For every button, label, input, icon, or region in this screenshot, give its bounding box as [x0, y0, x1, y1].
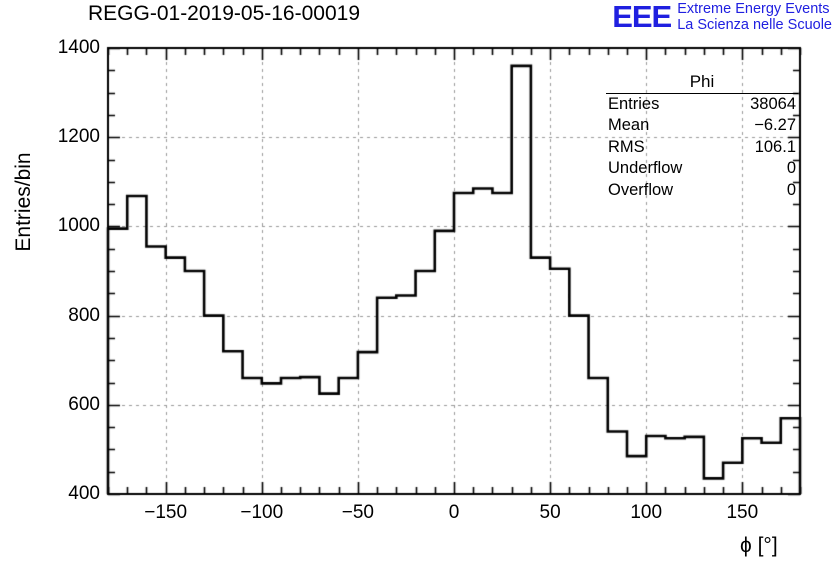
- eee-logo: EEE Extreme Energy Events La Scienza nel…: [612, 0, 832, 35]
- stats-row-key: Underflow: [608, 159, 683, 178]
- eee-logo-line1: Extreme Energy Events: [677, 1, 830, 17]
- eee-logo-text: Extreme Energy Events La Scienza nelle S…: [677, 1, 832, 33]
- y-tick-label: 800: [68, 304, 100, 326]
- x-tick-label: 100: [630, 502, 663, 523]
- stats-row: RMS 106.1: [606, 137, 798, 158]
- stats-row-value: −6.27: [754, 116, 796, 135]
- y-axis-title: Entries/bin: [12, 152, 35, 252]
- stats-row: Mean −6.27: [606, 115, 798, 136]
- x-tick-label: −100: [240, 502, 284, 523]
- y-tick-label: 400: [68, 483, 100, 504]
- stats-box-rows: Entries 38064 Mean −6.27 RMS 106.1 Underflow 0 O…: [606, 94, 798, 201]
- stats-row-key: Mean: [608, 116, 650, 135]
- stats-row: Overflow 0: [606, 180, 798, 201]
- stats-row-key: Entries: [608, 95, 660, 113]
- x-tick-label: 50: [539, 502, 561, 523]
- stats-row-value: 106.1: [754, 137, 796, 156]
- eee-logo-mark: EEE: [612, 0, 672, 35]
- stats-row-key: RMS: [608, 137, 645, 156]
- x-tick-label: −150: [144, 502, 188, 523]
- page-title: REGG-01-2019-05-16-00019: [88, 2, 360, 25]
- stats-row-value: 0: [786, 159, 796, 178]
- stats-row-value: 38064: [750, 95, 796, 113]
- stats-box: Phi Entries 38064 Mean −6.27 RMS 106.1 Underfl…: [606, 72, 798, 201]
- stats-row: Underflow 0: [606, 158, 798, 179]
- stats-row: Entries 38064: [606, 94, 798, 115]
- stats-box-title: Phi: [606, 72, 798, 94]
- x-tick-label: 150: [726, 502, 759, 523]
- y-tick-label: 1400: [57, 37, 100, 58]
- y-tick-label: 1200: [57, 126, 100, 148]
- stats-row-key: Overflow: [608, 180, 674, 199]
- x-axis-title: ϕ [°]: [740, 534, 778, 557]
- y-tick-label: 1000: [57, 215, 100, 237]
- eee-logo-line2: La Scienza nelle Scuole: [677, 16, 832, 33]
- x-tick-label: 0: [448, 502, 460, 523]
- stats-row-value: 0: [786, 180, 796, 199]
- x-tick-label: −50: [341, 502, 374, 523]
- y-tick-label: 600: [68, 393, 100, 415]
